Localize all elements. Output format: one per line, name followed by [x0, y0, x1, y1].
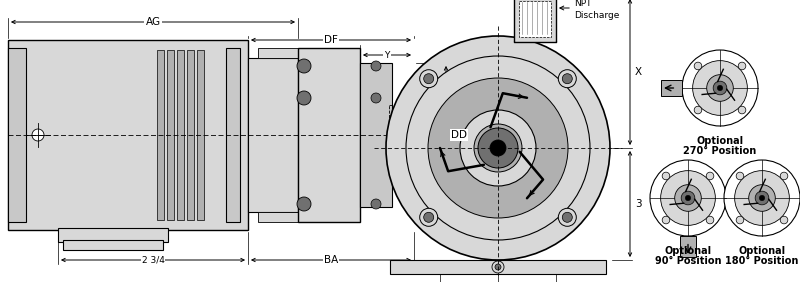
Bar — [258, 212, 298, 222]
Bar — [197, 50, 204, 220]
Circle shape — [424, 74, 434, 84]
Circle shape — [780, 172, 788, 180]
Text: Y: Y — [384, 50, 390, 60]
Circle shape — [682, 50, 758, 126]
Circle shape — [693, 61, 747, 115]
Circle shape — [297, 59, 311, 73]
Circle shape — [460, 110, 536, 186]
Circle shape — [420, 208, 438, 226]
Text: NPT: NPT — [574, 0, 591, 8]
Polygon shape — [680, 236, 696, 257]
Text: BA: BA — [324, 255, 338, 265]
Bar — [58, 228, 168, 242]
Circle shape — [661, 171, 715, 225]
Bar — [157, 50, 164, 220]
Text: 3: 3 — [635, 199, 642, 209]
Circle shape — [755, 191, 769, 205]
Text: DD: DD — [451, 130, 467, 140]
Text: Suction: Suction — [419, 118, 453, 127]
Circle shape — [706, 216, 714, 224]
Bar — [187, 50, 194, 220]
Circle shape — [738, 106, 746, 114]
Bar — [519, 1, 551, 37]
Text: DF: DF — [324, 35, 338, 45]
Circle shape — [32, 129, 44, 141]
Bar — [177, 50, 184, 220]
Circle shape — [478, 128, 518, 168]
Circle shape — [662, 216, 670, 224]
Circle shape — [780, 216, 788, 224]
Circle shape — [558, 208, 576, 226]
Bar — [248, 58, 298, 212]
Bar — [258, 48, 298, 58]
Circle shape — [759, 195, 765, 201]
Circle shape — [297, 197, 311, 211]
Text: 180° Position: 180° Position — [726, 256, 798, 266]
Text: Optional: Optional — [738, 246, 786, 256]
Circle shape — [694, 106, 702, 114]
Circle shape — [474, 124, 522, 172]
Circle shape — [297, 91, 311, 105]
Circle shape — [492, 261, 504, 273]
Circle shape — [662, 172, 670, 180]
Bar — [514, 0, 556, 42]
Bar — [389, 105, 417, 165]
Circle shape — [371, 93, 381, 103]
Circle shape — [713, 81, 727, 95]
Bar — [392, 109, 414, 161]
Circle shape — [718, 85, 722, 91]
Bar — [167, 50, 174, 220]
Circle shape — [738, 62, 746, 70]
Text: Discharge: Discharge — [574, 10, 619, 19]
Circle shape — [749, 185, 775, 211]
Circle shape — [371, 61, 381, 71]
Bar — [298, 48, 360, 222]
Circle shape — [406, 56, 590, 240]
Circle shape — [694, 62, 702, 70]
Circle shape — [424, 212, 434, 222]
Circle shape — [650, 160, 726, 236]
Text: AG: AG — [146, 17, 161, 27]
Bar — [63, 240, 163, 250]
Bar — [8, 40, 248, 230]
Bar — [360, 63, 392, 207]
Text: Optional: Optional — [665, 246, 711, 256]
Circle shape — [724, 160, 800, 236]
Bar — [390, 260, 606, 274]
Circle shape — [490, 140, 506, 156]
Text: NPT: NPT — [419, 109, 437, 118]
Bar — [226, 48, 240, 222]
Text: X: X — [635, 67, 642, 77]
Circle shape — [706, 75, 734, 101]
Circle shape — [386, 36, 610, 260]
Bar — [8, 48, 26, 222]
Circle shape — [736, 216, 744, 224]
Circle shape — [495, 264, 501, 270]
Circle shape — [420, 70, 438, 88]
Text: 2 3/4: 2 3/4 — [142, 255, 165, 265]
Text: 270° Position: 270° Position — [683, 146, 757, 156]
Circle shape — [562, 212, 572, 222]
Circle shape — [706, 172, 714, 180]
Text: Optional: Optional — [697, 136, 743, 146]
Circle shape — [428, 78, 568, 218]
Circle shape — [734, 171, 790, 225]
Circle shape — [674, 185, 702, 211]
Circle shape — [558, 70, 576, 88]
Circle shape — [681, 191, 695, 205]
Circle shape — [736, 172, 744, 180]
Polygon shape — [661, 80, 682, 96]
Text: 90° Position: 90° Position — [654, 256, 722, 266]
Circle shape — [562, 74, 572, 84]
Circle shape — [371, 199, 381, 209]
Circle shape — [686, 195, 690, 201]
